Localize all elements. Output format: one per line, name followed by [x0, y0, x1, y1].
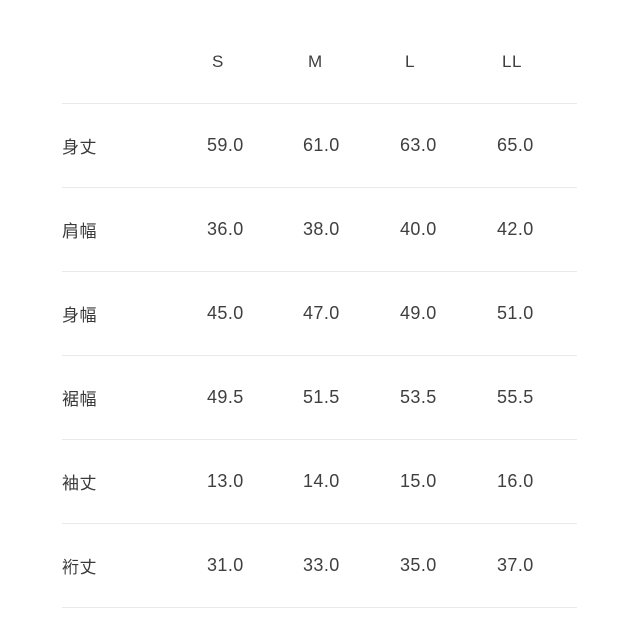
size-chart-table: S M L LL 身丈 59.0 61.0 63.0 65.0 肩幅 36.0 … [62, 21, 577, 608]
size-value: 49.5 [207, 387, 244, 407]
size-value: 35.0 [400, 555, 437, 575]
size-value: 38.0 [303, 219, 340, 239]
size-value: 16.0 [497, 471, 534, 491]
size-value: 42.0 [497, 219, 534, 239]
size-value: 49.0 [400, 303, 437, 323]
size-table-header-row: S M L LL [62, 21, 577, 104]
size-value: 65.0 [497, 135, 534, 155]
row-label: 袖丈 [62, 474, 97, 493]
size-value: 36.0 [207, 219, 244, 239]
size-value: 45.0 [207, 303, 244, 323]
size-value: 13.0 [207, 471, 244, 491]
size-value: 40.0 [400, 219, 437, 239]
table-row-mihaba: 身幅 45.0 47.0 49.0 51.0 [62, 272, 577, 356]
table-row-sodetake: 袖丈 13.0 14.0 15.0 16.0 [62, 440, 577, 524]
size-value: 51.0 [497, 303, 534, 323]
row-label: 裾幅 [62, 390, 97, 409]
size-value: 33.0 [303, 555, 340, 575]
size-value: 37.0 [497, 555, 534, 575]
size-value: 15.0 [400, 471, 437, 491]
row-label: 肩幅 [62, 222, 97, 241]
row-label: 身丈 [62, 138, 97, 157]
row-label: 身幅 [62, 306, 97, 325]
size-value: 51.5 [303, 387, 340, 407]
size-value: 55.5 [497, 387, 534, 407]
column-header-l: L [405, 52, 416, 71]
row-label: 裄丈 [62, 558, 97, 577]
size-value: 63.0 [400, 135, 437, 155]
size-value: 47.0 [303, 303, 340, 323]
column-header-s: S [212, 52, 224, 71]
table-row-mitake: 身丈 59.0 61.0 63.0 65.0 [62, 104, 577, 188]
column-header-ll: LL [502, 52, 523, 71]
size-value: 53.5 [400, 387, 437, 407]
size-value: 61.0 [303, 135, 340, 155]
size-value: 31.0 [207, 555, 244, 575]
size-value: 14.0 [303, 471, 340, 491]
size-value: 59.0 [207, 135, 244, 155]
table-row-yukitake: 裄丈 31.0 33.0 35.0 37.0 [62, 524, 577, 608]
table-row-susohaba: 裾幅 49.5 51.5 53.5 55.5 [62, 356, 577, 440]
column-header-m: M [308, 52, 323, 71]
table-row-katahaba: 肩幅 36.0 38.0 40.0 42.0 [62, 188, 577, 272]
